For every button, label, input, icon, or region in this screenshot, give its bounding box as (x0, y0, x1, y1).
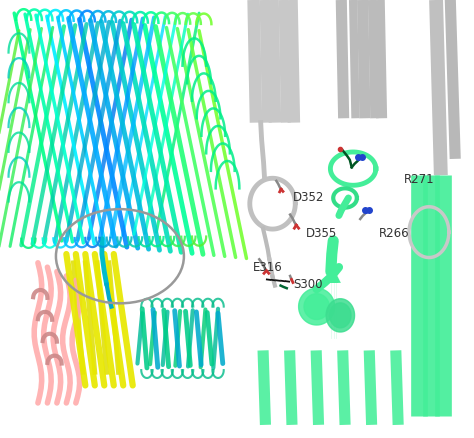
Text: R266: R266 (379, 226, 410, 240)
Polygon shape (330, 303, 351, 328)
Text: D352: D352 (293, 191, 324, 205)
Text: E316: E316 (253, 261, 283, 274)
Text: R271: R271 (404, 173, 435, 186)
Polygon shape (299, 288, 335, 325)
Polygon shape (304, 294, 329, 319)
Text: S300: S300 (293, 278, 322, 291)
Polygon shape (326, 299, 355, 332)
Text: D355: D355 (306, 226, 337, 240)
